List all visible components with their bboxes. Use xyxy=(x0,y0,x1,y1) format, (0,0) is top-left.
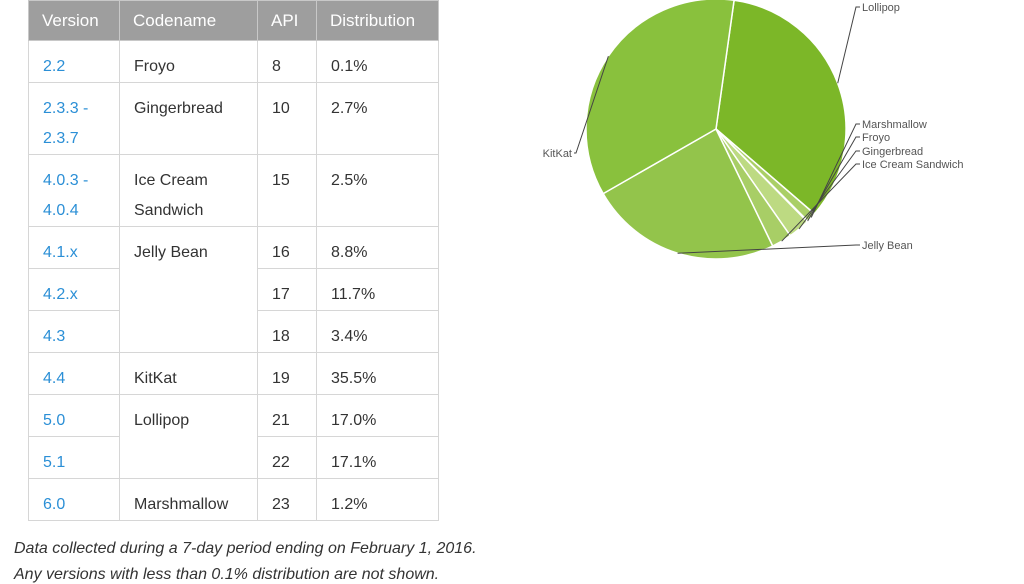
footnote-threshold: Any versions with less than 0.1% distrib… xyxy=(14,566,440,583)
pie-slice-lollipop xyxy=(715,0,847,215)
table-row: 4.0.3 - 4.0.4 Ice Cream Sandwich 15 2.5% xyxy=(28,154,439,227)
header-codename: Codename xyxy=(119,0,258,41)
distribution-cell: 35.5% xyxy=(316,352,439,395)
version-link[interactable]: 4.4 xyxy=(28,352,120,395)
version-link[interactable]: 5.1 xyxy=(28,436,120,479)
leader-line-lollipop xyxy=(837,6,860,84)
leader-line-kitkat xyxy=(574,55,609,154)
table-row: 4.4 KitKat 19 35.5% xyxy=(28,352,439,395)
leader-line-jelly-bean xyxy=(677,244,860,254)
leader-line-ice-cream-sandwich xyxy=(781,163,860,242)
platform-versions-table: Version Codename API Distribution 2.2 Fr… xyxy=(28,0,439,521)
table-header-row: Version Codename API Distribution xyxy=(28,0,439,41)
pie-label-jelly-bean: Jelly Bean xyxy=(862,240,913,252)
table-row: 4.3 18 3.4% xyxy=(28,310,439,353)
leader-line-marshmallow xyxy=(810,123,860,218)
header-version: Version xyxy=(28,0,120,41)
table-row: 5.0 Lollipop 21 17.0% xyxy=(28,394,439,479)
distribution-cell: 17.0% xyxy=(316,394,439,437)
distribution-cell: 3.4% xyxy=(316,310,439,353)
header-api: API xyxy=(257,0,317,41)
pie-label-froyo: Froyo xyxy=(862,132,890,144)
codename-cell: Lollipop xyxy=(119,394,258,479)
codename-cell: Ice Cream Sandwich xyxy=(119,154,258,227)
footnote-collection-period: Data collected during a 7-day period end… xyxy=(14,540,477,557)
codename-cell: KitKat xyxy=(119,352,258,395)
pie-label-ice-cream-sandwich: Ice Cream Sandwich xyxy=(862,159,964,171)
api-cell: 16 xyxy=(257,226,317,269)
distribution-cell: 8.8% xyxy=(316,226,439,269)
table-row: 4.2.x 17 11.7% xyxy=(28,268,439,311)
version-link[interactable]: 4.3 xyxy=(28,310,120,353)
table-row: 5.1 22 17.1% xyxy=(28,436,439,479)
distribution-cell: 2.7% xyxy=(316,82,439,155)
pie-label-gingerbread: Gingerbread xyxy=(862,146,923,158)
version-link[interactable]: 5.0 xyxy=(28,394,120,437)
distribution-cell: 0.1% xyxy=(316,40,439,83)
version-link[interactable]: 2.3.3 - 2.3.7 xyxy=(28,82,120,155)
pie-label-kitkat: KitKat xyxy=(543,148,572,160)
api-cell: 21 xyxy=(257,394,317,437)
table-row: 4.1.x Jelly Bean 16 8.8% xyxy=(28,226,439,353)
api-cell: 8 xyxy=(257,40,317,83)
table-row: 2.2 Froyo 8 0.1% xyxy=(28,40,439,83)
version-link[interactable]: 2.2 xyxy=(28,40,120,83)
distribution-cell: 1.2% xyxy=(316,478,439,521)
distribution-cell: 2.5% xyxy=(316,154,439,227)
version-link[interactable]: 6.0 xyxy=(28,478,120,521)
version-link[interactable]: 4.2.x xyxy=(28,268,120,311)
codename-cell: Froyo xyxy=(119,40,258,83)
header-distribution: Distribution xyxy=(316,0,439,41)
table-row: 2.3.3 - 2.3.7 Gingerbread 10 2.7% xyxy=(28,82,439,155)
pie-label-marshmallow: Marshmallow xyxy=(862,119,927,131)
table-row: 6.0 Marshmallow 23 1.2% xyxy=(28,478,439,521)
distribution-cell: 11.7% xyxy=(316,268,439,311)
leader-line-froyo xyxy=(807,136,860,222)
distribution-cell: 17.1% xyxy=(316,436,439,479)
api-cell: 23 xyxy=(257,478,317,521)
api-cell: 10 xyxy=(257,82,317,155)
api-cell: 17 xyxy=(257,268,317,311)
api-cell: 15 xyxy=(257,154,317,227)
codename-cell: Gingerbread xyxy=(119,82,258,155)
api-cell: 22 xyxy=(257,436,317,479)
version-link[interactable]: 4.1.x xyxy=(28,226,120,269)
api-cell: 18 xyxy=(257,310,317,353)
codename-cell: Marshmallow xyxy=(119,478,258,521)
api-cell: 19 xyxy=(257,352,317,395)
codename-cell: Jelly Bean xyxy=(119,226,258,353)
version-link[interactable]: 4.0.3 - 4.0.4 xyxy=(28,154,120,227)
pie-label-lollipop: Lollipop xyxy=(862,2,900,14)
